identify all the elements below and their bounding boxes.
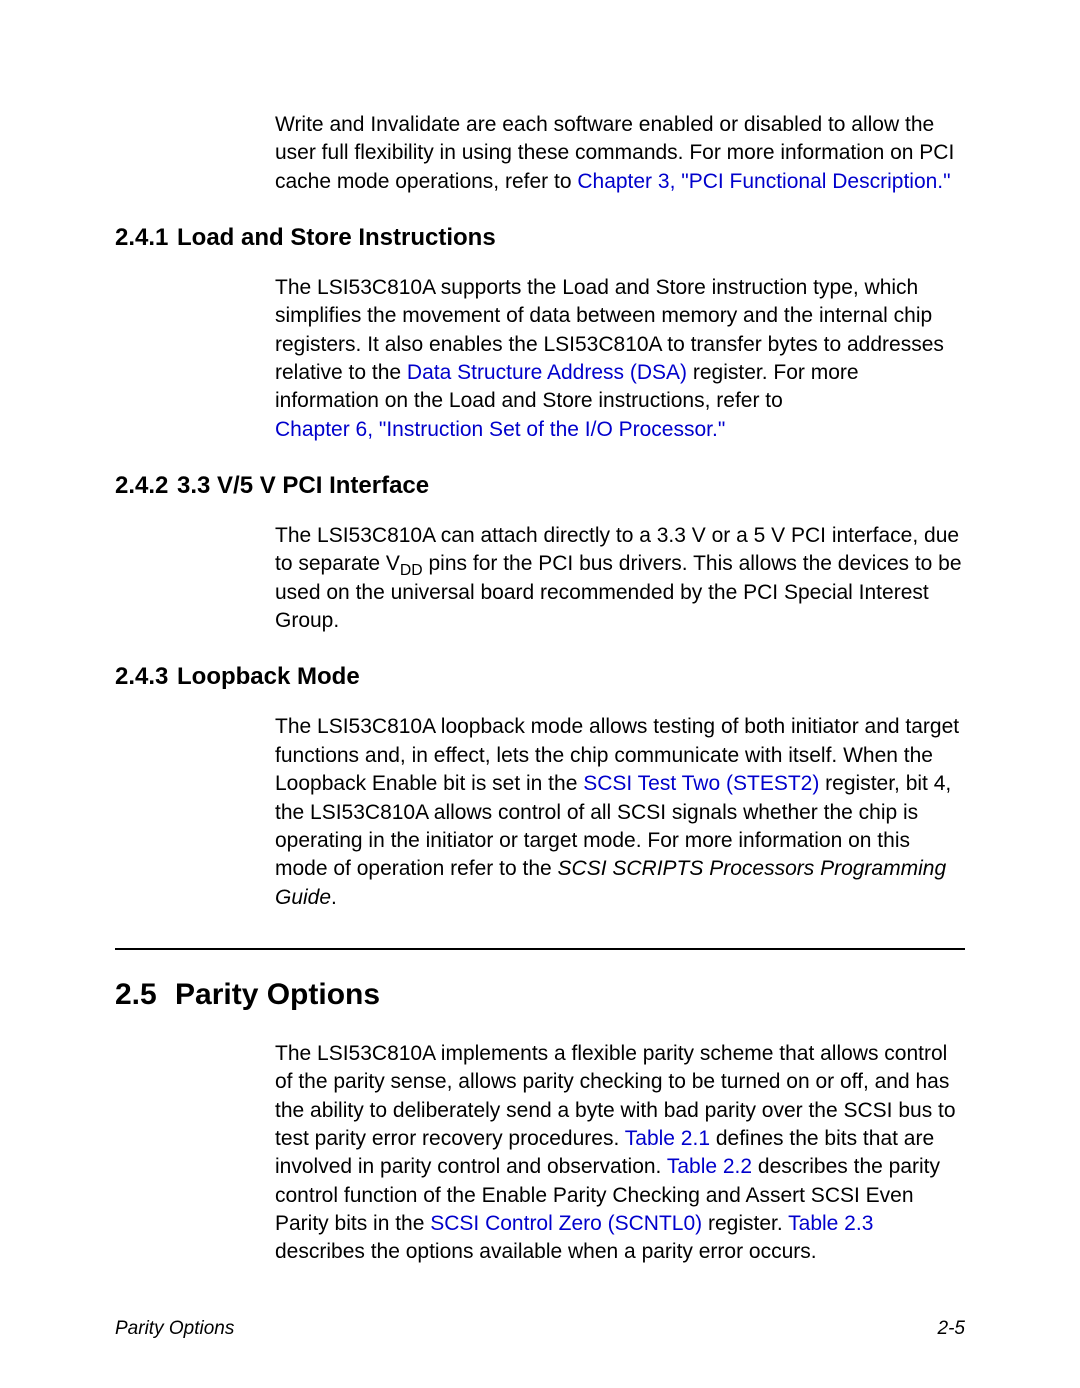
footer-left: Parity Options — [115, 1318, 234, 1340]
page-footer: Parity Options 2-5 — [115, 1318, 965, 1340]
body-2-4-2: The LSI53C810A can attach directly to a … — [275, 522, 965, 635]
heading-title-2-5: Parity Options — [175, 978, 380, 1011]
intro-paragraph: Write and Invalidate are each software e… — [275, 111, 965, 196]
link-chapter-6[interactable]: Chapter 6, "Instruction Set of the I/O P… — [275, 418, 725, 441]
heading-title-2-4-1: Load and Store Instructions — [177, 224, 496, 251]
body-243-post: . — [331, 886, 337, 909]
footer-right: 2-5 — [938, 1318, 965, 1340]
heading-num-2-4-2: 2.4.2 — [115, 472, 177, 500]
link-table-2-1[interactable]: Table 2.1 — [625, 1127, 710, 1150]
heading-2-4-2: 2.4.23.3 V/5 V PCI Interface — [115, 472, 965, 500]
page-container: Write and Invalidate are each software e… — [0, 0, 1080, 1388]
heading-2-4-1: 2.4.1Load and Store Instructions — [115, 224, 965, 252]
body-25-post: describes the options available when a p… — [275, 1240, 817, 1263]
link-scntl0[interactable]: SCSI Control Zero (SCNTL0) — [430, 1212, 702, 1235]
heading-2-5: 2.5Parity Options — [115, 978, 965, 1012]
link-table-2-3[interactable]: Table 2.3 — [788, 1212, 873, 1235]
heading-num-2-4-3: 2.4.3 — [115, 663, 177, 691]
vdd-subscript: DD — [400, 563, 423, 580]
body-2-4-1: The LSI53C810A supports the Load and Sto… — [275, 274, 965, 444]
link-stest2[interactable]: SCSI Test Two (STEST2) — [583, 772, 819, 795]
heading-2-4-3: 2.4.3Loopback Mode — [115, 663, 965, 691]
heading-num-2-4-1: 2.4.1 — [115, 224, 177, 252]
link-chapter-3[interactable]: Chapter 3, "PCI Functional Description." — [577, 170, 950, 193]
link-table-2-2[interactable]: Table 2.2 — [667, 1155, 752, 1178]
heading-title-2-4-2: 3.3 V/5 V PCI Interface — [177, 472, 429, 499]
body-2-5: The LSI53C810A implements a flexible par… — [275, 1040, 965, 1267]
section-divider — [115, 948, 965, 950]
link-dsa[interactable]: Data Structure Address (DSA) — [407, 361, 687, 384]
body-25-mid3: register. — [702, 1212, 788, 1235]
heading-num-2-5: 2.5 — [115, 978, 175, 1012]
heading-title-2-4-3: Loopback Mode — [177, 663, 360, 690]
body-2-4-3: The LSI53C810A loopback mode allows test… — [275, 713, 965, 911]
